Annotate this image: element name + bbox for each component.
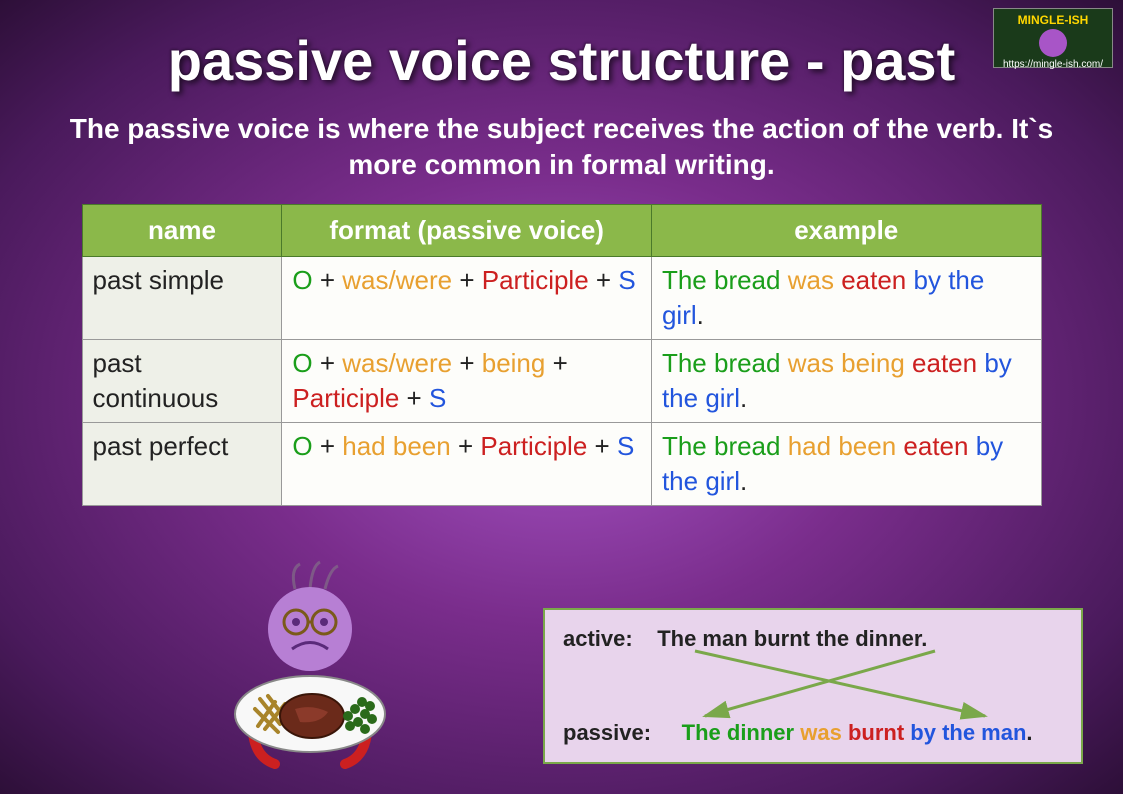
tense-name: past continuous — [82, 339, 282, 422]
col-name: name — [82, 204, 282, 256]
example-box: active: The man burnt the dinner. passiv… — [543, 608, 1083, 764]
tense-example: The bread was being eaten by the girl. — [651, 339, 1041, 422]
table-header-row: name format (passive voice) example — [82, 204, 1041, 256]
passive-label: passive: — [563, 720, 651, 745]
active-line: active: The man burnt the dinner. — [563, 626, 1063, 652]
tense-example: The bread was eaten by the girl. — [651, 256, 1041, 339]
tense-name: past simple — [82, 256, 282, 339]
active-sentence: The man burnt the dinner. — [657, 626, 927, 651]
passive-sentence: The dinner was burnt by the man. — [682, 720, 1033, 745]
passive-line: passive: The dinner was burnt by the man… — [563, 720, 1063, 746]
logo-face-icon — [1039, 29, 1067, 57]
table-row: past simpleO + was/were + Participle + S… — [82, 256, 1041, 339]
logo-url: https://mingle-ish.com/ — [998, 59, 1108, 70]
col-example: example — [651, 204, 1041, 256]
tense-format: O + was/were + Participle + S — [282, 256, 652, 339]
tense-format: O + had been + Participle + S — [282, 423, 652, 506]
tense-name: past perfect — [82, 423, 282, 506]
grammar-table: name format (passive voice) example past… — [82, 204, 1042, 507]
tense-format: O + was/were + being + Participle + S — [282, 339, 652, 422]
logo-brand: MINGLE-ISH — [998, 13, 1108, 27]
page-subtitle: The passive voice is where the subject r… — [0, 93, 1123, 204]
logo-badge: MINGLE-ISH https://mingle-ish.com/ — [993, 8, 1113, 68]
active-label: active: — [563, 626, 633, 651]
page-title: passive voice structure - past — [0, 0, 1123, 93]
bottom-row: active: The man burnt the dinner. passiv… — [0, 608, 1123, 764]
table-row: past perfectO + had been + Participle + … — [82, 423, 1041, 506]
col-format: format (passive voice) — [282, 204, 652, 256]
table-row: past continuousO + was/were + being + Pa… — [82, 339, 1041, 422]
tense-example: The bread had been eaten by the girl. — [651, 423, 1041, 506]
